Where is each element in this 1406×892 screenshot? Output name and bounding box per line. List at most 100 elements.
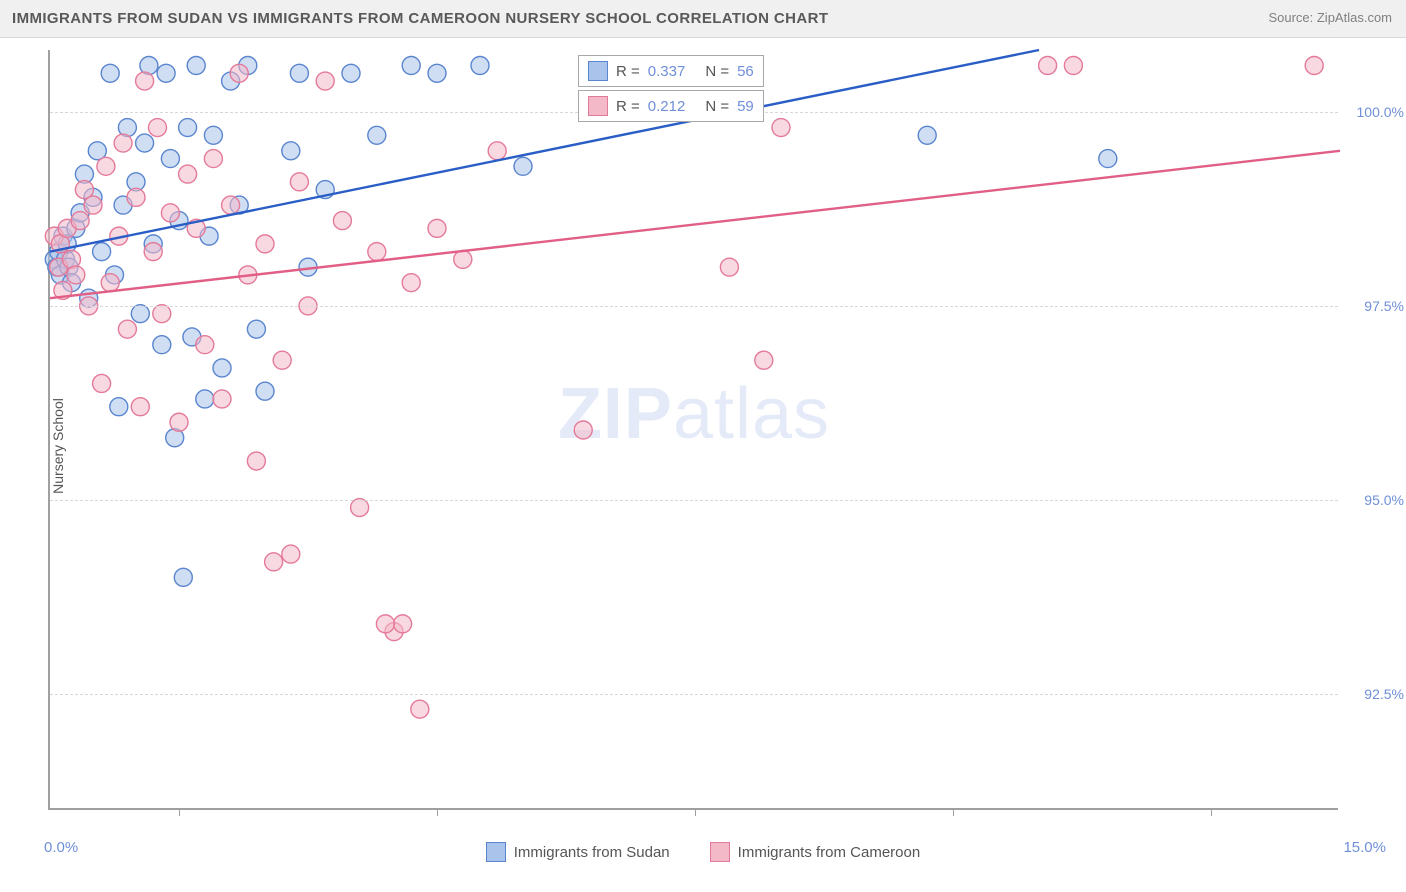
y-tick-label: 95.0% (1348, 492, 1404, 508)
y-tick-label: 92.5% (1348, 686, 1404, 702)
data-point-cameroon (127, 188, 145, 206)
data-point-sudan (110, 398, 128, 416)
data-point-cameroon (772, 119, 790, 137)
data-point-cameroon (247, 452, 265, 470)
data-point-cameroon (454, 250, 472, 268)
data-point-cameroon (179, 165, 197, 183)
data-point-cameroon (256, 235, 274, 253)
legend-item-1: Immigrants from Cameroon (710, 842, 921, 862)
data-point-cameroon (265, 553, 283, 571)
data-point-sudan (290, 64, 308, 82)
data-point-sudan (204, 126, 222, 144)
data-point-sudan (101, 64, 119, 82)
data-point-cameroon (161, 204, 179, 222)
data-point-sudan (213, 359, 231, 377)
data-point-cameroon (1064, 57, 1082, 75)
data-point-cameroon (136, 72, 154, 90)
stat-box-1: R = 0.212 N = 59 (578, 90, 764, 122)
data-point-sudan (402, 57, 420, 75)
data-point-sudan (282, 142, 300, 160)
data-point-cameroon (71, 212, 89, 230)
data-point-cameroon (153, 305, 171, 323)
data-point-sudan (428, 64, 446, 82)
data-point-cameroon (351, 499, 369, 517)
data-point-sudan (136, 134, 154, 152)
stat-r-label: R = (616, 63, 640, 80)
data-point-cameroon (213, 390, 231, 408)
chart-title: IMMIGRANTS FROM SUDAN VS IMMIGRANTS FROM… (12, 10, 828, 27)
data-point-cameroon (282, 545, 300, 563)
data-point-cameroon (273, 351, 291, 369)
data-point-cameroon (196, 336, 214, 354)
data-point-sudan (368, 126, 386, 144)
data-point-sudan (93, 243, 111, 261)
data-point-sudan (514, 157, 532, 175)
data-point-sudan (256, 382, 274, 400)
stat-box-0: R =0.337N =56 (578, 55, 764, 87)
legend-label: Immigrants from Sudan (514, 844, 670, 861)
data-point-cameroon (411, 700, 429, 718)
stat-n-value: 59 (737, 98, 754, 115)
gridline-h (50, 306, 1338, 307)
data-point-sudan (918, 126, 936, 144)
stat-n-label: N = (705, 98, 729, 115)
data-point-sudan (247, 320, 265, 338)
title-bar: IMMIGRANTS FROM SUDAN VS IMMIGRANTS FROM… (0, 0, 1406, 38)
data-point-cameroon (368, 243, 386, 261)
plot-area: ZIPatlas 92.5%95.0%97.5%100.0% (48, 50, 1338, 810)
data-point-cameroon (333, 212, 351, 230)
stat-swatch (588, 61, 608, 81)
legend-item-0: Immigrants from Sudan (486, 842, 670, 862)
data-point-cameroon (131, 398, 149, 416)
stat-r-label: R = (616, 98, 640, 115)
data-point-sudan (187, 57, 205, 75)
source-label: Source: ZipAtlas.com (1268, 10, 1392, 25)
data-point-sudan (471, 57, 489, 75)
data-point-sudan (131, 305, 149, 323)
data-point-cameroon (290, 173, 308, 191)
data-point-cameroon (402, 274, 420, 292)
data-point-cameroon (170, 413, 188, 431)
data-point-sudan (174, 568, 192, 586)
regression-line-cameroon (50, 151, 1340, 298)
data-point-cameroon (67, 266, 85, 284)
legend-swatch (710, 842, 730, 862)
gridline-h (50, 694, 1338, 695)
data-point-cameroon (97, 157, 115, 175)
x-tick (1211, 808, 1212, 816)
data-point-cameroon (316, 72, 334, 90)
data-point-cameroon (149, 119, 167, 137)
data-point-cameroon (1305, 57, 1323, 75)
data-point-sudan (342, 64, 360, 82)
data-point-cameroon (114, 134, 132, 152)
data-point-cameroon (84, 196, 102, 214)
data-point-cameroon (428, 219, 446, 237)
data-point-cameroon (755, 351, 773, 369)
gridline-h (50, 500, 1338, 501)
data-point-cameroon (394, 615, 412, 633)
y-tick-label: 97.5% (1348, 298, 1404, 314)
x-tick (179, 808, 180, 816)
stat-n-value: 56 (737, 63, 754, 80)
stat-swatch (588, 96, 608, 116)
regression-line-sudan (50, 50, 1039, 252)
data-point-cameroon (204, 150, 222, 168)
legend-swatch (486, 842, 506, 862)
chart-container: IMMIGRANTS FROM SUDAN VS IMMIGRANTS FROM… (0, 0, 1406, 892)
data-point-cameroon (376, 615, 394, 633)
data-point-cameroon (230, 64, 248, 82)
data-point-sudan (1099, 150, 1117, 168)
data-point-cameroon (144, 243, 162, 261)
data-point-cameroon (574, 421, 592, 439)
y-tick-label: 100.0% (1348, 104, 1404, 120)
data-point-sudan (196, 390, 214, 408)
x-tick (437, 808, 438, 816)
data-point-cameroon (222, 196, 240, 214)
stat-r-value: 0.212 (648, 98, 686, 115)
data-point-sudan (153, 336, 171, 354)
data-point-sudan (161, 150, 179, 168)
data-point-cameroon (720, 258, 738, 276)
x-tick (695, 808, 696, 816)
data-point-cameroon (488, 142, 506, 160)
data-point-cameroon (101, 274, 119, 292)
